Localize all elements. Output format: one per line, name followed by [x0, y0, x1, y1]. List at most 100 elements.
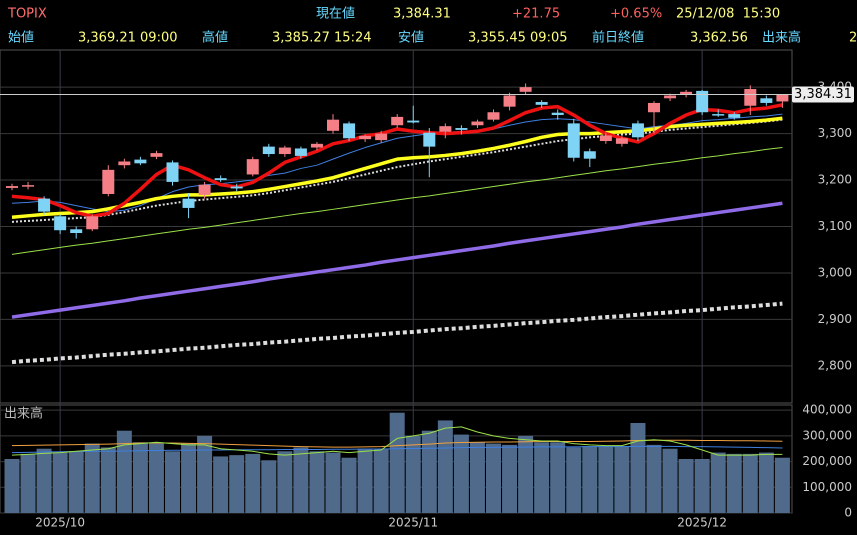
volume-bar — [646, 444, 662, 513]
price-label: 現在値 — [316, 6, 355, 22]
candle-body — [54, 216, 67, 231]
candle-body — [567, 123, 580, 158]
candle-body — [615, 138, 628, 144]
volume-bar — [389, 412, 405, 513]
volume-bar — [309, 451, 325, 513]
candle-body — [423, 132, 436, 147]
candle-body — [343, 123, 356, 139]
volume-bar — [84, 443, 100, 513]
y-tick-label: 200,000 — [802, 454, 852, 468]
candle-body — [455, 128, 468, 130]
volume-bar — [662, 448, 678, 513]
volume-bar — [213, 456, 229, 513]
candle-body — [631, 123, 644, 138]
volume-bar — [197, 435, 213, 513]
candle-body — [599, 135, 612, 142]
candle-body — [583, 151, 596, 159]
volume-bar — [277, 451, 293, 513]
y-tick-label: 3,300 — [818, 126, 852, 140]
volume-bar — [502, 444, 518, 513]
candle-body — [22, 185, 35, 187]
candle-body — [519, 87, 532, 92]
volume-bar — [437, 420, 453, 513]
volume-bar — [710, 452, 726, 513]
volume-bar — [325, 452, 341, 513]
volume-bar — [566, 447, 582, 513]
volume-bar — [598, 446, 614, 513]
candle-body — [407, 120, 420, 123]
x-tick-label: 2025/10 — [35, 516, 85, 530]
volume-bar — [758, 452, 774, 513]
volume-bar — [4, 459, 20, 513]
candle-body — [310, 143, 323, 148]
candle-body — [86, 216, 99, 230]
candle-body — [214, 178, 227, 181]
volume-bar — [469, 442, 485, 513]
candle-body — [262, 146, 275, 155]
high: 3,385.27 15:24 — [272, 31, 372, 46]
candle-body — [680, 91, 693, 95]
candle-body — [278, 147, 291, 155]
y-tick-label: 2,900 — [818, 312, 852, 326]
candle-body — [503, 95, 516, 107]
moving-average-line — [11, 439, 783, 448]
y-tick-label: 100,000 — [802, 480, 852, 494]
volume-bar — [36, 448, 52, 513]
volume-bar — [100, 447, 116, 513]
change: +21.75 — [512, 7, 560, 22]
candle-body — [551, 112, 564, 116]
volume-bar — [229, 455, 245, 513]
moving-average-line — [11, 426, 783, 456]
candle-body — [166, 162, 179, 182]
volume-bar — [341, 457, 357, 513]
candle-body — [102, 169, 115, 194]
candle-body — [776, 94, 789, 102]
candle-body — [728, 114, 741, 118]
candle-body — [6, 186, 18, 188]
volume-bar — [181, 443, 197, 513]
low: 3,355.45 09:05 — [468, 31, 568, 46]
candle-body — [696, 90, 709, 113]
candle-body — [70, 229, 83, 234]
y-tick-label: 0 — [844, 506, 852, 520]
volume-bar — [486, 443, 501, 513]
candle-body — [648, 102, 660, 113]
volume-bar — [694, 459, 710, 513]
change-pct: +0.65% — [610, 7, 662, 22]
prev-close: 3,362.56 — [690, 31, 748, 46]
candle-body — [38, 198, 51, 212]
volume-bar — [52, 452, 68, 513]
price-tag — [792, 86, 854, 103]
y-tick-label: 3,100 — [818, 219, 852, 233]
moving-average-line — [11, 445, 783, 454]
candle-body — [439, 126, 452, 132]
price-tag-label: 3,384.31 — [794, 87, 852, 102]
volume-bar — [614, 446, 630, 513]
y-tick-label: 3,200 — [818, 173, 852, 187]
y-tick-label: 3,000 — [818, 265, 852, 279]
candle-body — [471, 121, 484, 126]
candle-body — [712, 114, 725, 116]
y-tick-label: 2,800 — [818, 358, 852, 372]
volume-bar — [148, 443, 164, 513]
candle-body — [359, 135, 372, 140]
volume-bar — [421, 430, 437, 513]
volume-bar — [518, 435, 534, 513]
volume-title: 出来高 — [4, 406, 43, 422]
volume-bar — [357, 448, 373, 513]
candle-body — [246, 159, 259, 175]
open: 3,369.21 09:00 — [78, 31, 178, 46]
candle-body — [375, 133, 388, 141]
candle-body — [150, 153, 163, 157]
volume-bar — [630, 423, 646, 513]
prev-close-label: 前日終値 — [592, 30, 644, 46]
x-tick-label: 2025/12 — [677, 516, 727, 530]
candle-body — [134, 159, 147, 164]
volume-bar — [293, 447, 309, 513]
volume-bar — [453, 434, 469, 513]
volume-bar — [550, 442, 566, 513]
candle-body — [294, 148, 307, 156]
candle-body — [535, 102, 548, 105]
volume-bar — [261, 460, 277, 513]
